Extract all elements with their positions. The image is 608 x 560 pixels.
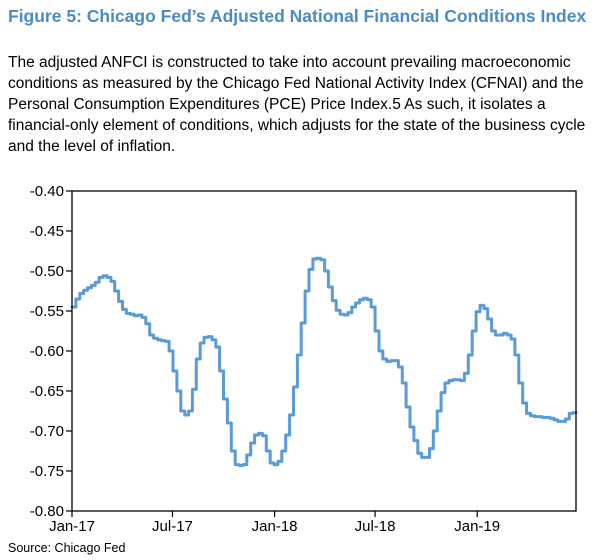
y-tick-label: -0.75 [30,463,64,480]
x-axis: Jan-17 Jul-17 Jan-18 Jul-18 Jan-19 [49,511,500,535]
y-tick-label: -0.70 [30,423,64,440]
figure-title: Figure 5: Chicago Fed’s Adjusted Nationa… [8,6,587,26]
y-tick-label: -0.45 [30,223,64,240]
x-tick-label: Jul-17 [152,518,193,535]
plot-frame [71,190,577,512]
y-tick-label: -0.80 [30,503,64,520]
x-tick-label: Jul-18 [355,518,396,535]
x-tick-label: Jan-18 [252,518,298,535]
y-tick-label: -0.50 [30,263,64,280]
x-tick-label: Jan-17 [49,518,95,535]
y-tick-label: -0.65 [30,383,64,400]
source-note: Source: Chicago Fed [8,541,126,555]
y-tick-label: -0.55 [30,303,64,320]
series-layer [70,256,578,467]
y-axis: -0.40 -0.45 -0.50 -0.55 -0.60 -0.65 -0.70 -0.75… [30,183,72,520]
y-tick-label: -0.40 [30,183,64,200]
figure-subtitle: The adjusted ANFCI is constructed to tak… [8,54,586,155]
x-tick-label: Jan-19 [454,518,500,535]
line-chart: -0.40 -0.45 -0.50 -0.55 -0.60 -0.65 -0.70 -0.75… [30,183,578,535]
series-line [70,256,578,467]
chart-area: -0.40 -0.45 -0.50 -0.55 -0.60 -0.65 -0.70 -0.75… [0,170,608,540]
y-tick-label: -0.60 [30,343,64,360]
